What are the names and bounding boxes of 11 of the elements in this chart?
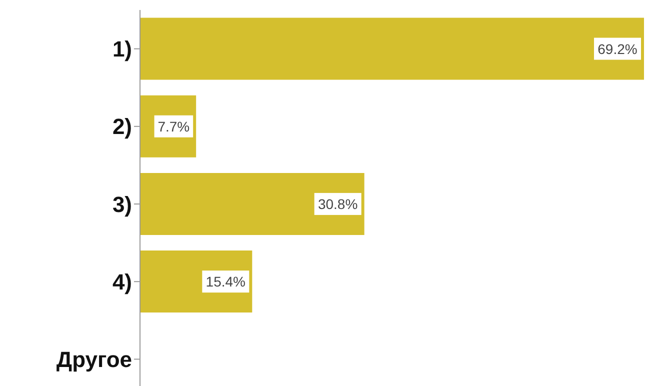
data-label: 69.2% (598, 40, 638, 57)
data-label: 7.7% (158, 118, 190, 134)
y-tick-label: Другое (56, 347, 132, 372)
bar (140, 18, 644, 80)
data-label: 15.4% (206, 274, 246, 290)
data-label: 30.8% (318, 196, 358, 212)
y-tick-label: 4) (112, 269, 132, 294)
y-tick-label: 3) (112, 192, 132, 217)
y-tick-label: 2) (112, 114, 132, 140)
bar (140, 172, 364, 235)
y-tick-label: 1) (112, 36, 132, 62)
